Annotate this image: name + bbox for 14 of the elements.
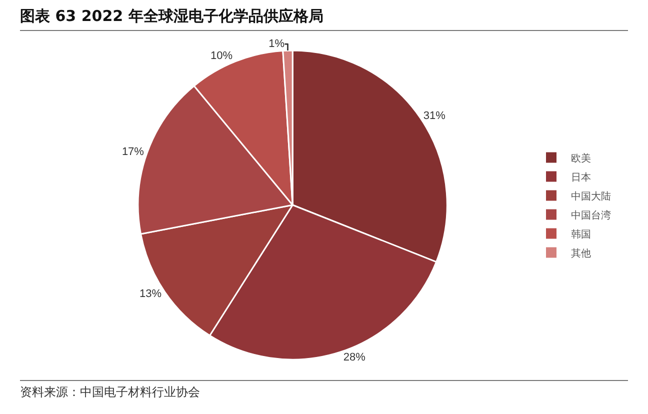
chart-title: 图表 63 2022 年全球湿电子化学品供应格局 [20, 4, 628, 31]
data-label: 1% [268, 38, 285, 50]
legend-label: 欧美 [571, 152, 592, 164]
data-label: 10% [210, 50, 233, 62]
data-label: 31% [423, 110, 446, 122]
data-label: 28% [343, 351, 366, 364]
legend-label: 日本 [571, 171, 592, 184]
legend-label: 中国大陆 [571, 190, 612, 202]
legend-label: 中国台湾 [571, 209, 612, 222]
text: 资料来源：中国电子材料行业协会 [20, 380, 628, 403]
data-label: 17% [122, 146, 144, 158]
legend-label: 其他 [571, 247, 592, 260]
legend-label: 韩国 [571, 228, 592, 240]
data-label: 13% [140, 288, 162, 300]
